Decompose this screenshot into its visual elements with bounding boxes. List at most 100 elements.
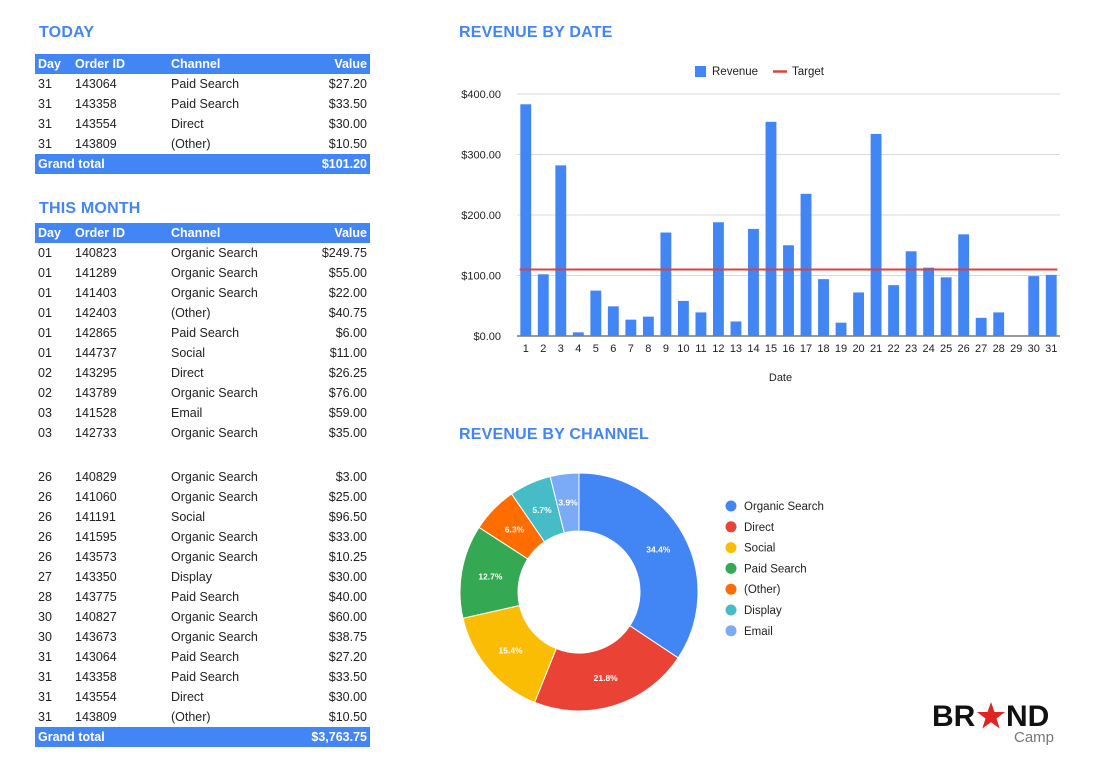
cell-day: 26 xyxy=(38,510,52,524)
cell-channel: Social xyxy=(171,346,206,360)
table-row: 26 143573 Organic Search $10.25 xyxy=(35,547,370,567)
cell-channel: Paid Search xyxy=(171,590,240,604)
cell-channel: Organic Search xyxy=(171,470,258,484)
table-row: 01 142865 Paid Search $6.00 xyxy=(35,323,370,343)
cell-day: 26 xyxy=(38,530,52,544)
cell-value: $60.00 xyxy=(328,610,367,624)
x-tick-label: 29 xyxy=(1010,343,1022,355)
x-tick-label: 14 xyxy=(747,343,759,355)
cell-value: $30.00 xyxy=(328,117,367,131)
legend-swatch xyxy=(725,542,737,554)
revenue-bar xyxy=(1045,274,1057,336)
cell-value: $11.00 xyxy=(329,346,367,360)
cell-channel: Social xyxy=(171,510,206,524)
this-month-title: THIS MONTH xyxy=(39,200,141,217)
cell-channel: Direct xyxy=(171,117,204,131)
x-tick-label: 28 xyxy=(993,343,1005,355)
legend-target-label: Target xyxy=(792,66,825,78)
legend-label: (Other) xyxy=(744,584,781,596)
legend-swatch xyxy=(725,500,737,512)
x-tick-label: 10 xyxy=(677,343,689,355)
cell-value: $249.75 xyxy=(321,246,367,260)
cell-value: $3.00 xyxy=(335,470,367,484)
revenue-bar xyxy=(590,290,602,336)
cell-value: $59.00 xyxy=(328,406,367,420)
month-body: 01 140823 Organic Search $249.75 01 141289 Org… xyxy=(35,243,370,727)
table-row: 31 143064 Paid Search $27.20 xyxy=(35,647,370,667)
cell-order-id: 141060 xyxy=(75,490,117,504)
table-row: 03 142733 Organic Search $35.00 xyxy=(35,423,370,443)
x-tick-label: 11 xyxy=(695,343,706,355)
cell-channel: Organic Search xyxy=(171,246,258,260)
header-day: Day xyxy=(35,54,72,74)
table-row: 26 140829 Organic Search $3.00 xyxy=(35,467,370,487)
cell-value: $38.75 xyxy=(328,630,367,644)
grand-total-value: $3,763.75 xyxy=(284,727,370,747)
revenue-bar xyxy=(607,306,619,336)
logo-star-icon xyxy=(977,702,1005,729)
revenue-bar xyxy=(783,245,794,336)
header-value: Value xyxy=(284,54,370,74)
table-row: 31 143554 Direct $30.00 xyxy=(35,687,370,707)
y-tick-label: $400.00 xyxy=(461,89,501,101)
revenue-bar xyxy=(870,133,882,336)
revenue-bar xyxy=(555,165,567,336)
table-row: 01 142403 (Other) $40.75 xyxy=(35,303,370,323)
table-row: 28 143775 Paid Search $40.00 xyxy=(35,587,370,607)
x-tick-label: 25 xyxy=(940,343,952,355)
x-tick-label: 4 xyxy=(575,343,581,355)
cell-day: 30 xyxy=(38,630,52,644)
cell-day: 01 xyxy=(38,286,52,300)
cell-order-id: 143358 xyxy=(75,97,117,111)
revenue-by-channel-chart: 34.4% 21.8% 15.4% 12.7% 6.3% 5.7% 3.9% Organic … xyxy=(459,472,824,712)
table-row: 30 140827 Organic Search $60.00 xyxy=(35,607,370,627)
revenue-bar xyxy=(695,312,707,336)
table-row: 31 143809 (Other) $10.50 xyxy=(35,134,370,154)
legend-label: Paid Search xyxy=(744,563,807,575)
cell-day: 28 xyxy=(38,590,52,604)
x-tick-label: 1 xyxy=(523,343,529,355)
y-tick-label: $0.00 xyxy=(473,331,501,343)
revenue-bar xyxy=(835,322,847,336)
table-row: 02 143295 Direct $26.25 xyxy=(35,363,370,383)
revenue-bar xyxy=(888,285,900,336)
revenue-bar xyxy=(537,274,549,336)
legend-label: Email xyxy=(744,626,773,638)
pie-slice-label: 21.8% xyxy=(594,673,619,683)
table-row: 31 143358 Paid Search $33.50 xyxy=(35,667,370,687)
cell-order-id: 143809 xyxy=(75,137,117,151)
header-channel: Channel xyxy=(168,223,284,243)
x-tick-label: 27 xyxy=(975,343,987,355)
cell-day: 27 xyxy=(38,570,52,584)
cell-value: $33.50 xyxy=(328,97,367,111)
cell-channel: Organic Search xyxy=(171,426,258,440)
logo-subtext: Camp xyxy=(1014,729,1054,746)
y-tick-label: $200.00 xyxy=(461,210,501,222)
cell-day: 31 xyxy=(38,650,52,664)
y-tick-label: $300.00 xyxy=(461,150,501,162)
table-row: 03 141528 Email $59.00 xyxy=(35,403,370,423)
cell-value: $10.50 xyxy=(328,710,367,724)
table-row: 26 141191 Social $96.50 xyxy=(35,507,370,527)
x-tick-label: 15 xyxy=(765,343,777,355)
cell-channel: Organic Search xyxy=(171,286,258,300)
cell-day: 31 xyxy=(38,117,52,131)
revenue-bar xyxy=(800,193,812,336)
cell-order-id: 144737 xyxy=(75,346,117,360)
legend-label: Display xyxy=(744,605,782,617)
pie-slice xyxy=(533,625,679,712)
cell-channel: Organic Search xyxy=(171,550,258,564)
cell-channel: Organic Search xyxy=(171,610,258,624)
pie-slice-label: 3.9% xyxy=(558,498,578,508)
table-row: 02 143789 Organic Search $76.00 xyxy=(35,383,370,403)
cell-channel: Paid Search xyxy=(171,77,240,91)
cell-order-id: 141595 xyxy=(75,530,117,544)
revenue-bar xyxy=(765,121,777,336)
cell-channel: Direct xyxy=(171,366,204,380)
cell-order-id: 143350 xyxy=(75,570,117,584)
revenue-by-date-title: REVENUE BY DATE xyxy=(459,24,613,41)
cell-channel: Email xyxy=(171,406,203,420)
cell-day: 01 xyxy=(38,306,52,320)
header-order-id: Order ID xyxy=(72,223,168,243)
cell-value: $40.75 xyxy=(328,306,367,320)
